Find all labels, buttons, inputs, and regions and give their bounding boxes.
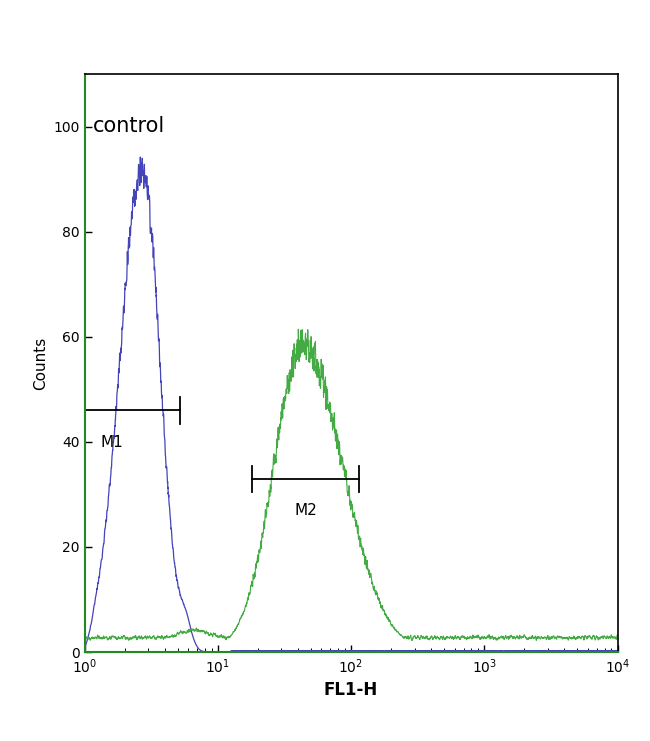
X-axis label: FL1-H: FL1-H: [324, 681, 378, 699]
Text: control: control: [92, 116, 165, 136]
Y-axis label: Counts: Counts: [32, 336, 47, 390]
Text: M1: M1: [101, 435, 124, 451]
Text: M2: M2: [294, 503, 317, 519]
